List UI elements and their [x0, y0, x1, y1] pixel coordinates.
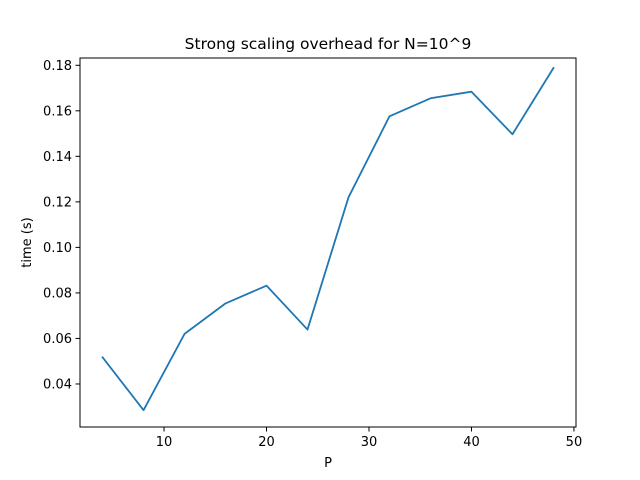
y-axis-ticks: 0.04 0.06 0.08 0.10 0.12 0.14 0.16 0.18 [43, 59, 80, 393]
x-tick-label: 50 [566, 435, 583, 450]
chart-title: Strong scaling overhead for N=10^9 [185, 35, 472, 53]
y-tick-label: 0.06 [43, 332, 72, 347]
y-tick-label: 0.08 [43, 287, 72, 302]
plot-area [101, 66, 555, 412]
y-axis-title: time (s) [20, 217, 35, 267]
x-axis-ticks: 10 20 30 40 50 [156, 427, 582, 450]
y-tick-label: 0.04 [43, 378, 72, 393]
x-tick-label: 20 [258, 435, 275, 450]
axes-frame [79, 57, 577, 428]
y-tick-label: 0.14 [43, 150, 72, 165]
y-tick-label: 0.12 [43, 195, 72, 210]
y-tick-label: 0.10 [43, 241, 72, 256]
series-line-0 [101, 66, 555, 412]
x-tick-label: 40 [463, 435, 480, 450]
x-axis-title: P [324, 456, 332, 471]
y-tick-label: 0.18 [43, 59, 72, 74]
x-tick-label: 30 [361, 435, 378, 450]
x-tick-label: 10 [156, 435, 173, 450]
y-tick-label: 0.16 [43, 104, 72, 119]
